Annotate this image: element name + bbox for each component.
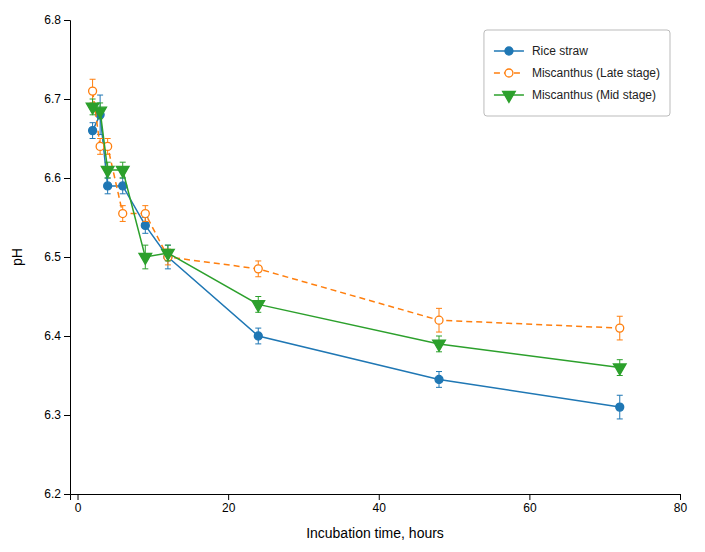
marker	[162, 249, 175, 260]
y-tick-mark	[64, 20, 70, 21]
x-tick: 40	[373, 494, 387, 515]
line	[93, 115, 620, 407]
marker	[104, 182, 112, 190]
y-tick: 6.2	[44, 487, 70, 501]
x-tick-label: 20	[222, 501, 236, 515]
x-tick: 80	[674, 494, 688, 515]
error-bar	[97, 139, 103, 155]
y-tick-mark	[64, 178, 70, 179]
y-axis-line	[64, 21, 71, 495]
marker	[141, 221, 149, 229]
y-tick: 6.5	[44, 250, 70, 264]
series	[89, 79, 624, 340]
legend-item: Miscanthus (Late stage)	[494, 66, 660, 80]
x-tick-mark	[529, 494, 530, 500]
y-axis: 6.2 6.3 6.4 6.5 6.6 6.7 6.8	[44, 13, 70, 501]
y-tick-label: 6.3	[44, 408, 61, 422]
y-tick: 6.3	[44, 408, 70, 422]
marker	[433, 340, 446, 351]
y-tick: 6.7	[44, 92, 70, 106]
y-tick-label: 6.8	[44, 13, 61, 27]
y-tick: 6.6	[44, 171, 70, 185]
x-tick: 20	[222, 494, 236, 515]
error-bar	[90, 123, 96, 139]
marker	[101, 166, 114, 177]
chart: 0 20 40 60 80 6.2 6.3 6.4 6.5 6.6 6.7 6.8 Incubation…	[0, 0, 705, 552]
series	[86, 99, 626, 376]
y-tick-label: 6.6	[44, 171, 61, 185]
y-tick-mark	[64, 494, 70, 495]
y-tick-mark	[64, 336, 70, 337]
x-tick-label: 40	[373, 501, 387, 515]
x-tick-label: 80	[674, 501, 688, 515]
marker	[119, 210, 127, 218]
legend-item: Miscanthus (Mid stage)	[494, 88, 656, 102]
marker	[252, 301, 265, 312]
x-tick: 60	[523, 494, 537, 515]
x-tick-mark	[379, 494, 380, 500]
x-tick-label: 60	[523, 501, 537, 515]
error-bar	[617, 316, 623, 340]
plot-area	[86, 79, 626, 419]
x-tick-mark	[680, 494, 681, 500]
x-tick: 0	[75, 494, 82, 515]
y-tick: 6.8	[44, 13, 70, 27]
marker	[89, 87, 97, 95]
error-bar	[255, 328, 261, 344]
y-axis-title: pH	[9, 248, 25, 266]
legend-label: Miscanthus (Late stage)	[532, 66, 660, 80]
y-tick-label: 6.7	[44, 92, 61, 106]
marker	[613, 364, 626, 375]
marker	[96, 142, 104, 150]
marker	[139, 253, 152, 264]
legend-marker	[505, 69, 513, 77]
legend-label: Miscanthus (Mid stage)	[532, 88, 656, 102]
marker	[254, 332, 262, 340]
error-bar	[142, 206, 148, 222]
y-tick: 6.4	[44, 329, 70, 343]
x-tick-mark	[228, 494, 229, 500]
x-axis: 0 20 40 60 80	[71, 494, 688, 515]
marker	[116, 166, 129, 177]
line	[93, 107, 620, 368]
legend-label: Rice straw	[532, 44, 588, 58]
y-tick-mark	[64, 415, 70, 416]
y-tick-mark	[64, 99, 70, 100]
series	[89, 95, 624, 419]
line	[93, 91, 620, 328]
x-axis-title: Incubation time, hours	[306, 525, 444, 541]
marker	[435, 316, 443, 324]
error-bar	[436, 308, 442, 332]
error-bar	[105, 178, 111, 194]
marker	[616, 324, 624, 332]
x-tick-mark	[78, 494, 79, 500]
x-axis-line	[71, 495, 681, 501]
error-bar	[617, 395, 623, 419]
marker	[254, 265, 262, 273]
marker	[141, 210, 149, 218]
legend: Rice straw Miscanthus (Late stage) Miscant…	[484, 30, 670, 116]
y-tick-label: 6.2	[44, 487, 61, 501]
legend-marker	[503, 91, 516, 102]
y-tick-mark	[64, 257, 70, 258]
y-tick-label: 6.4	[44, 329, 61, 343]
legend-box	[484, 30, 670, 116]
legend-item: Rice straw	[494, 44, 588, 58]
error-bar	[120, 206, 126, 222]
marker	[94, 107, 107, 118]
error-bar	[255, 261, 261, 277]
marker	[435, 375, 443, 383]
legend-marker	[505, 47, 513, 55]
y-tick-label: 6.5	[44, 250, 61, 264]
x-tick-label: 0	[75, 501, 82, 515]
marker	[89, 127, 97, 135]
error-bar	[436, 372, 442, 388]
marker	[616, 403, 624, 411]
